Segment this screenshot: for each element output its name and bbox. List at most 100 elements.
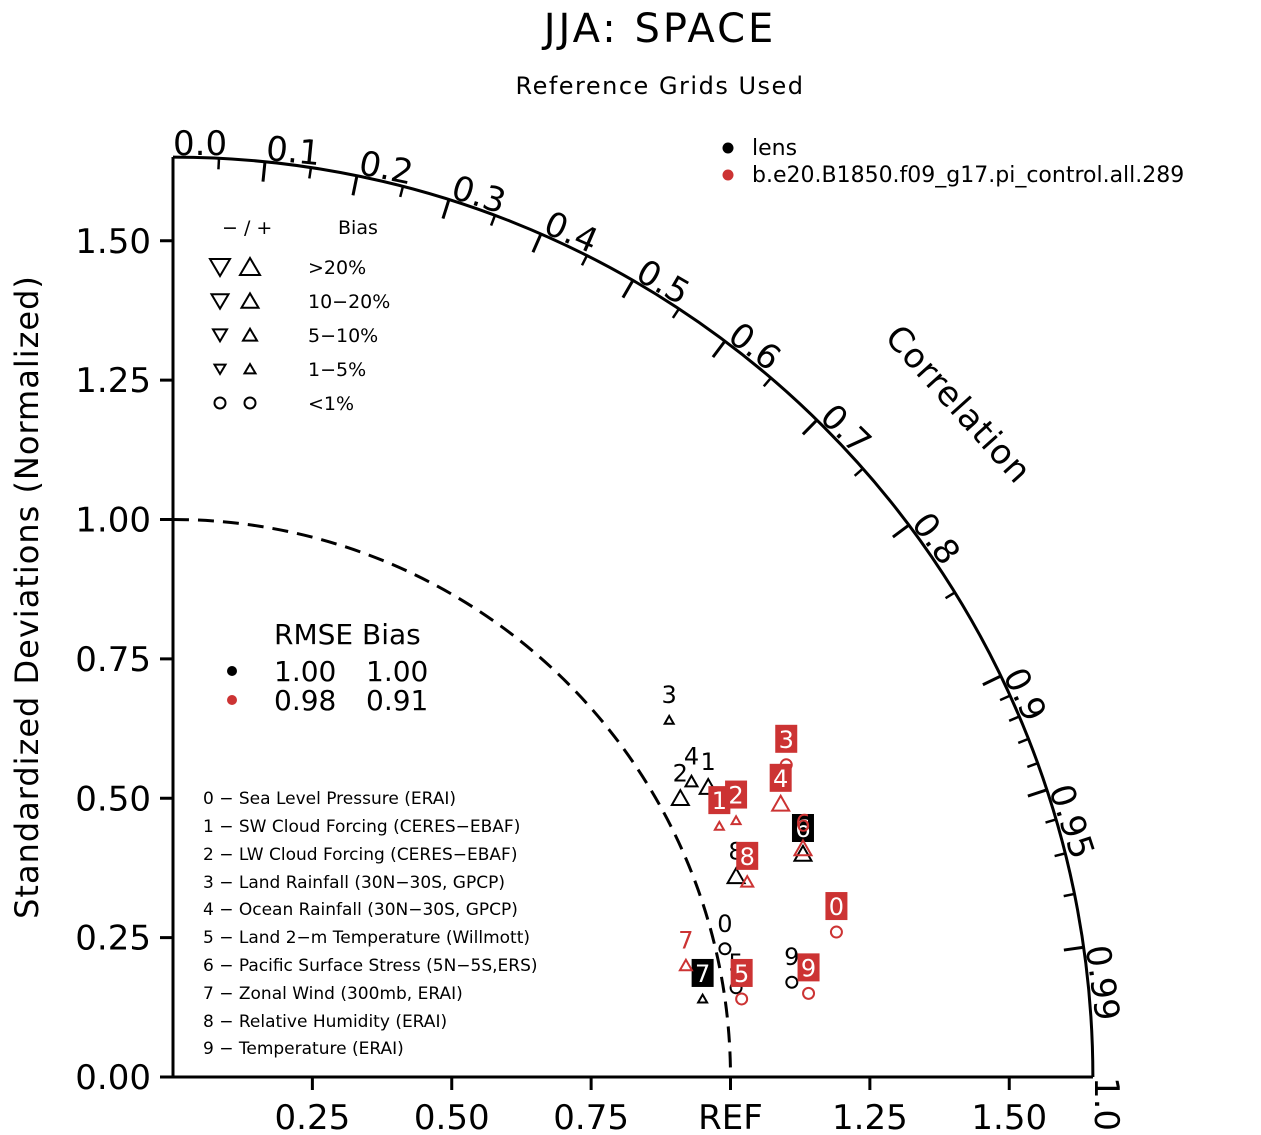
up-triangle-icon (242, 362, 258, 375)
point-label: 5 (734, 960, 749, 988)
y-tick-label: 1.25 (75, 361, 151, 401)
correlation-tick-label: 0.2 (356, 143, 417, 193)
point-label: 1 (712, 787, 727, 815)
correlation-tick-label: 0.1 (264, 129, 322, 174)
variable-1: 1 − SW Cloud Forcing (CERES−EBAF) (203, 817, 520, 837)
point-label: 0 (717, 910, 732, 938)
data-point: 0 (717, 910, 733, 956)
point-marker (713, 819, 726, 831)
x-tick-label: 0.25 (275, 1098, 351, 1135)
point-marker (678, 957, 694, 972)
x-tick-label: 0.50 (414, 1098, 490, 1135)
correlation-minor-tick (308, 167, 313, 179)
point-marker (829, 925, 843, 939)
correlation-axis-label: Correlation (877, 318, 1040, 492)
correlation-major-tick (711, 340, 727, 359)
correlation-tick-label: 0.6 (721, 315, 788, 379)
up-triangle-icon (239, 291, 261, 309)
point-marker (725, 866, 747, 885)
data-point: 5 (730, 958, 753, 1006)
point-marker (670, 788, 691, 807)
point-label-box (775, 724, 798, 753)
point-label-box (825, 892, 848, 921)
data-point: 7 (678, 927, 694, 972)
correlation-minor-tick (853, 467, 864, 477)
ref-tick-label: REF (698, 1098, 763, 1135)
point-label: 9 (801, 954, 816, 982)
point-label-box (730, 958, 753, 987)
point-label: 7 (695, 960, 710, 988)
data-point: 0 (825, 892, 848, 939)
point-marker (739, 874, 755, 888)
point-marker (792, 843, 814, 862)
point-label: 6 (795, 815, 810, 843)
point-label: 9 (784, 943, 799, 971)
point-label-box (708, 786, 731, 815)
data-point: 9 (784, 943, 799, 989)
correlation-minor-tick (489, 214, 497, 227)
point-label: 7 (678, 927, 693, 955)
bias-key-row-label: <1% (308, 393, 354, 415)
point-label: 0 (829, 893, 844, 921)
correlation-minor-tick (1017, 737, 1029, 745)
correlation-major-tick (621, 279, 635, 299)
point-marker (718, 942, 732, 956)
bias-key-row-label: 5−10% (308, 325, 378, 347)
correlation-major-tick (351, 175, 359, 196)
circle-icon (243, 396, 257, 410)
correlation-tick-label: 0.99 (1077, 943, 1127, 1024)
correlation-minor-tick (762, 377, 772, 388)
point-marker (785, 975, 799, 989)
point-label: 4 (684, 743, 699, 771)
correlation-major-tick (892, 523, 910, 539)
point-marker (662, 713, 676, 725)
correlation-minor-tick (217, 158, 221, 170)
point-marker (802, 986, 816, 1000)
variable-4: 4 − Ocean Rainfall (30N−30S, GPCP) (203, 900, 518, 920)
y-tick-label: 0.50 (75, 779, 151, 819)
correlation-major-tick (1027, 788, 1048, 798)
correlation-major-tick (261, 161, 267, 182)
point-label: 1 (701, 748, 716, 776)
data-point: 1 (708, 786, 731, 831)
bias-key-row-label: >20% (308, 257, 366, 279)
bias-key-row-label: 10−20% (308, 291, 390, 313)
y-tick-label: 1.50 (75, 222, 151, 262)
data-point: 6 (791, 814, 814, 862)
rmse-value-lens: 1.00 (274, 655, 336, 688)
up-triangle-icon (238, 256, 262, 276)
variable-list: 0 − Sea Level Pressure (ERAI) 1 − SW Clo… (203, 789, 538, 1059)
data-point: 7 (691, 958, 714, 1004)
down-triangle-icon (209, 293, 231, 311)
y-tick-label: 0.25 (75, 919, 151, 959)
correlation-minor-tick (580, 254, 589, 266)
correlation-major-tick (982, 674, 1002, 687)
rmse-value-b-e20: 0.98 (274, 684, 336, 717)
point-label: 6 (795, 809, 810, 837)
correlation-minor-tick (671, 308, 680, 319)
data-point: 4 (683, 743, 700, 788)
data-point: 8 (736, 841, 759, 888)
down-triangle-icon (211, 328, 229, 344)
rmse-dot-lens (227, 666, 237, 676)
point-label-box (797, 953, 820, 982)
x-tick-label: 0.75 (553, 1098, 629, 1135)
rmse-dot-b-e20 (227, 695, 237, 705)
point-marker (729, 814, 743, 826)
variable-6: 6 − Pacific Surface Stress (5N−5S,ERS) (203, 956, 538, 976)
data-point: 2 (670, 759, 691, 807)
chart-title: JJA: SPACE (541, 6, 777, 52)
outer-arc (172, 155, 1095, 1078)
bias-value-lens: 1.00 (366, 655, 428, 688)
data-point: 3 (775, 724, 798, 772)
x-tick-label: 1.50 (971, 1098, 1047, 1135)
y-tick-label: 0.75 (75, 640, 151, 680)
rmse-bias-table: RMSE Bias 1.00 1.00 0.98 0.91 (227, 618, 428, 717)
point-label-box (769, 763, 792, 792)
point-label: 2 (728, 782, 743, 810)
correlation-tick-label: 0.9 (995, 662, 1055, 728)
variable-9: 9 − Temperature (ERAI) (203, 1039, 404, 1059)
correlation-tick-label: 1.0 (1086, 1077, 1126, 1131)
reference-arc (172, 518, 732, 1078)
x-tick-label: 1.25 (832, 1098, 908, 1135)
